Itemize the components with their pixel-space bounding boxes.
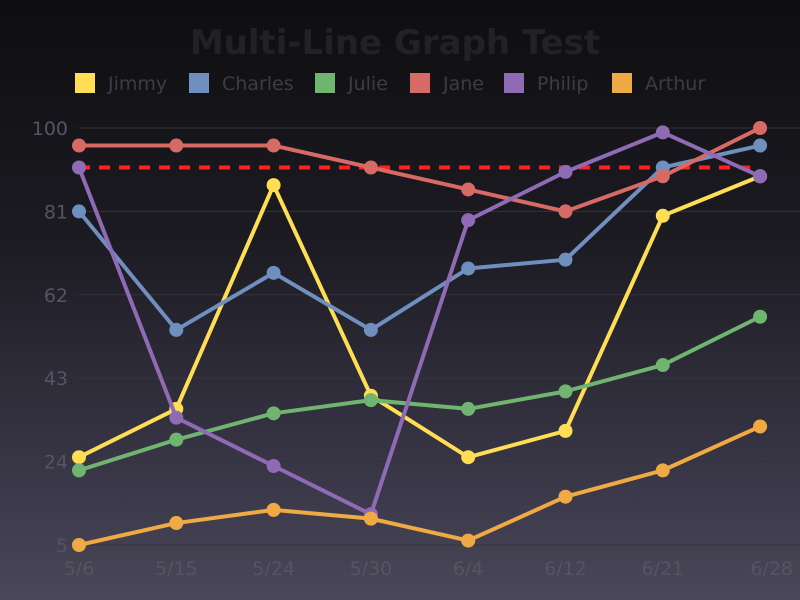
data-point-julie	[655, 358, 670, 373]
y-axis-ticks: 5 24 43 62 81 100	[32, 118, 68, 557]
series-jane	[72, 121, 768, 219]
y-tick-label: 5	[56, 535, 68, 557]
data-point-arthur	[266, 502, 281, 517]
data-point-arthur	[558, 489, 573, 504]
data-point-philip	[655, 125, 670, 140]
series-line-philip	[77, 130, 763, 517]
data-point-julie	[461, 401, 476, 416]
data-point-charles	[266, 265, 281, 280]
chart-title: Multi-Line Graph Test	[190, 23, 600, 63]
data-point-julie	[72, 463, 86, 478]
legend: Jimmy Charles Julie Jane Philip Arthur	[75, 73, 705, 95]
y-tick-label: 81	[44, 201, 68, 223]
series-line-julie	[77, 314, 763, 473]
data-point-charles	[363, 322, 378, 337]
x-tick-label: 5/24	[252, 558, 295, 580]
y-tick-label: 43	[44, 368, 68, 390]
legend-swatch-philip	[504, 73, 524, 93]
data-point-arthur	[753, 419, 768, 434]
data-point-arthur	[363, 511, 378, 526]
data-point-jane	[461, 182, 476, 197]
x-tick-label: 5/15	[155, 558, 198, 580]
data-point-jane	[558, 204, 573, 219]
series-line-jimmy	[77, 174, 763, 460]
series-philip	[72, 125, 768, 522]
data-point-charles	[72, 204, 86, 219]
data-point-charles	[461, 261, 476, 276]
data-point-jane	[363, 160, 378, 175]
grid	[79, 127, 800, 546]
y-tick-label: 100	[32, 118, 68, 140]
data-point-philip	[558, 164, 573, 179]
data-point-julie	[266, 406, 281, 421]
legend-label-julie: Julie	[347, 73, 388, 95]
legend-swatch-jimmy	[75, 73, 95, 93]
legend-label-jane: Jane	[442, 73, 484, 95]
y-tick-label: 24	[44, 452, 68, 474]
data-point-julie	[169, 432, 184, 447]
data-point-jane	[655, 169, 670, 184]
x-tick-label: 5/30	[350, 558, 393, 580]
x-tick-label: 5/6	[64, 558, 95, 580]
series-julie	[72, 309, 768, 478]
legend-swatch-julie	[315, 73, 335, 93]
data-point-jane	[753, 121, 768, 135]
data-point-jimmy	[558, 423, 573, 438]
data-point-arthur	[655, 463, 670, 478]
x-tick-label: 6/12	[544, 558, 587, 580]
data-point-philip	[169, 410, 184, 425]
x-axis-ticks: 5/6 5/15 5/24 5/30 6/4 6/12 6/21 6/28	[64, 558, 793, 580]
legend-label-arthur: Arthur	[645, 73, 705, 95]
legend-swatch-jane	[410, 73, 430, 93]
legend-swatch-arthur	[612, 73, 632, 93]
x-tick-label: 6/21	[641, 558, 684, 580]
data-point-charles	[753, 138, 768, 153]
data-point-arthur	[461, 533, 476, 548]
series-line-jane	[77, 126, 763, 214]
legend-label-charles: Charles	[222, 73, 294, 95]
data-point-julie	[558, 384, 573, 399]
legend-label-philip: Philip	[537, 73, 588, 95]
legend-label-jimmy: Jimmy	[107, 73, 167, 95]
data-point-charles	[169, 322, 184, 337]
data-point-jimmy	[266, 178, 281, 193]
series-group	[72, 121, 768, 552]
data-point-philip	[266, 458, 281, 473]
data-point-julie	[363, 393, 378, 408]
data-point-jane	[169, 138, 184, 153]
data-point-charles	[558, 252, 573, 267]
data-point-arthur	[72, 538, 86, 552]
data-point-arthur	[169, 516, 184, 531]
data-point-julie	[753, 309, 768, 324]
data-point-jimmy	[461, 450, 476, 465]
data-point-philip	[753, 169, 768, 184]
data-point-philip	[72, 160, 86, 175]
data-point-philip	[461, 213, 476, 228]
y-tick-label: 62	[44, 285, 68, 307]
data-point-jane	[72, 138, 86, 153]
x-tick-label: 6/4	[453, 558, 484, 580]
legend-swatch-charles	[189, 73, 209, 93]
data-point-jimmy	[72, 450, 86, 465]
series-line-arthur	[77, 424, 763, 547]
series-arthur	[72, 419, 768, 552]
data-point-jimmy	[655, 208, 670, 223]
x-tick-label: 6/28	[750, 558, 793, 580]
data-point-jane	[266, 138, 281, 153]
